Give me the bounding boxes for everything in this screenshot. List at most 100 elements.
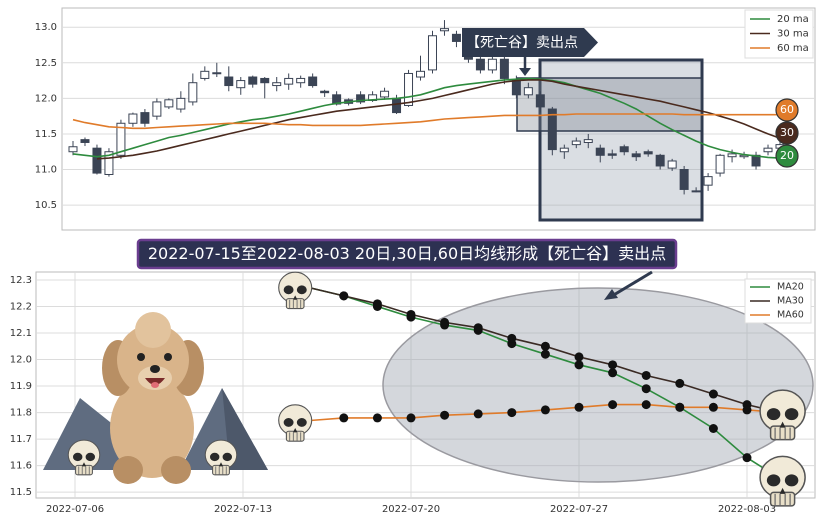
ma-point [440,410,450,420]
candle-body [487,58,497,71]
candle-body [128,113,138,124]
ma-point [675,378,685,388]
skull-eye [766,474,781,487]
candle-body [164,99,174,108]
y-tick-label: 11.5 [10,487,32,498]
candle-body [727,153,737,158]
candle-body [679,169,689,190]
ma-point [641,384,651,394]
end-badge [775,98,799,122]
candle-body [559,147,569,153]
skull-jaw [285,430,305,442]
legend-label: 30 ma [777,29,809,40]
candle-body [595,147,605,156]
y-tick-label: 13.0 [35,22,57,33]
candle-body [116,122,126,156]
candle-body [655,154,665,167]
dog-illustration [43,312,268,484]
skull-eye [766,408,781,421]
candle-body [68,146,78,153]
legend-label: 20 ma [777,14,809,25]
skull-icon [278,404,313,442]
skull-eye [85,452,96,462]
candle-body [511,80,521,96]
candle-body [272,82,282,87]
skull-eye [283,285,294,295]
pointer-arrow [611,270,653,298]
ma-point [641,370,651,380]
skull-nose [81,462,87,467]
candle-body [140,112,150,124]
candle-body [475,58,485,71]
dog-mouth [145,378,165,385]
candle-body [607,153,617,156]
candle-body [499,58,509,79]
dog-eye [164,353,172,361]
ma-point [406,309,416,319]
annotation-arrowhead [519,68,531,76]
skull-nose [779,487,786,494]
candle-body [703,176,713,186]
candle-body [667,160,677,169]
candle-body [92,147,102,174]
y-tick-label: 11.5 [35,129,57,140]
skull-eye [296,285,307,295]
skull-eye [283,418,294,427]
y-tick-label: 12.2 [10,301,32,312]
skull-icon [278,271,313,310]
skull-nose [293,427,298,433]
ma-point [339,291,349,301]
ma-line [72,113,780,130]
ma-point [641,400,651,410]
skull-jaw [75,464,93,476]
banner-box [136,238,678,270]
annotation-box [462,28,598,57]
dog-tongue [151,382,159,388]
candle-body [416,70,426,78]
ma-point [708,389,718,399]
candle-body [691,190,701,193]
dog-eye [137,353,145,361]
candle-body [80,139,90,143]
candle-body [104,151,114,176]
candle-body [619,146,629,153]
x-tick-label: 2022-07-13 [214,504,272,515]
candle-body [631,153,641,158]
candle-body [176,97,186,110]
candle-body [404,72,414,106]
skull-jaw [285,298,305,310]
candle-body [212,72,222,75]
candle-body [571,140,581,146]
y-tick-label: 11.9 [10,381,32,392]
end-badge-label: 30 [780,126,794,139]
candle-body [451,33,461,42]
ma-point [372,413,382,423]
candle-body [380,90,390,98]
candle-body [535,94,545,108]
x-tick-label: 2022-07-27 [550,504,608,515]
pointer-arrowhead [604,289,618,300]
ma-point [440,317,450,327]
dog-leg [113,456,143,484]
candle-body [320,90,330,94]
skull-jaw [769,425,796,441]
end-badge [775,121,799,145]
ma-point [507,333,517,343]
y-tick-label: 12.5 [35,58,57,69]
candle-body [643,151,653,155]
candle-body [296,77,306,84]
y-tick-label: 11.0 [35,165,57,176]
ma-point [339,413,349,423]
x-tick-label: 2022-08-03 [718,504,776,515]
ma-point [507,408,517,418]
skull-eye [209,452,220,462]
legend-label: MA30 [777,296,804,307]
skull-nose [218,462,224,467]
banner-text: 2022-07-15至2022-08-03 20日,30日,60日均线形成【死亡… [148,244,666,263]
candle-body [427,35,437,71]
skull-eye [296,418,307,427]
y-tick-label: 11.7 [10,434,32,445]
candle-body [200,70,210,79]
candle-body [248,76,258,85]
